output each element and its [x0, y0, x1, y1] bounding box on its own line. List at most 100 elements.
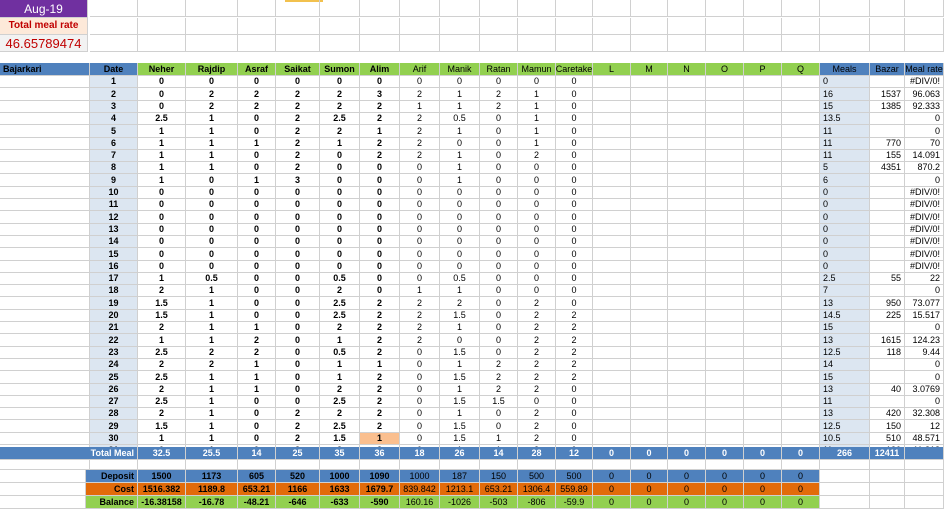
bazar-cell[interactable] — [870, 224, 905, 236]
meal-rate-cell[interactable]: 22 — [905, 273, 944, 285]
meal-count-cell[interactable] — [744, 347, 782, 359]
meal-count-cell[interactable] — [668, 384, 706, 396]
date-cell[interactable]: 15 — [90, 248, 138, 261]
cost-cell[interactable]: 0 — [668, 483, 706, 496]
total-meal-label[interactable]: Total Meal — [0, 447, 138, 460]
meal-count-cell[interactable]: 1 — [138, 150, 186, 162]
empty-cell[interactable] — [905, 0, 944, 17]
empty-cell[interactable] — [0, 496, 86, 509]
meal-count-cell[interactable]: 0 — [238, 408, 276, 420]
empty-cell[interactable] — [870, 0, 905, 17]
balance-cell[interactable]: -633 — [320, 496, 360, 509]
empty-cell[interactable] — [360, 35, 400, 52]
meal-count-cell[interactable]: 1 — [518, 101, 556, 113]
header-member[interactable]: O — [706, 63, 744, 76]
meal-count-cell[interactable]: 2 — [360, 334, 400, 347]
meal-rate-cell[interactable]: 0 — [905, 174, 944, 187]
meal-count-cell[interactable]: 2 — [238, 347, 276, 359]
meal-count-cell[interactable]: 2 — [276, 101, 320, 113]
bajarkari-cell[interactable] — [0, 384, 90, 396]
cost-cell[interactable]: 1166 — [276, 483, 320, 496]
deposit-cell[interactable]: 0 — [668, 470, 706, 483]
meal-count-cell[interactable]: 1 — [320, 371, 360, 384]
meal-count-cell[interactable]: 2 — [138, 359, 186, 371]
total-meal-cell[interactable]: 14 — [480, 447, 518, 460]
deposit-cell[interactable]: 605 — [238, 470, 276, 483]
meals-cell[interactable]: 14.5 — [820, 310, 870, 322]
empty-cell[interactable] — [668, 35, 706, 52]
meal-count-cell[interactable] — [706, 359, 744, 371]
meal-count-cell[interactable] — [668, 273, 706, 285]
meal-count-cell[interactable]: 1 — [186, 420, 238, 433]
deposit-cell[interactable]: 0 — [744, 470, 782, 483]
meal-count-cell[interactable]: 0 — [360, 187, 400, 199]
meal-count-cell[interactable] — [668, 261, 706, 273]
empty-cell[interactable] — [593, 18, 631, 35]
meal-count-cell[interactable] — [593, 408, 631, 420]
meal-count-cell[interactable] — [706, 297, 744, 310]
meal-count-cell[interactable]: 2 — [518, 310, 556, 322]
meal-rate-cell[interactable]: 70 — [905, 138, 944, 150]
meal-count-cell[interactable]: 2 — [138, 384, 186, 396]
meal-count-cell[interactable]: 2 — [518, 359, 556, 371]
meal-count-cell[interactable]: 0 — [320, 248, 360, 261]
meal-count-cell[interactable] — [744, 150, 782, 162]
meal-count-cell[interactable]: 0 — [320, 187, 360, 199]
meal-count-cell[interactable]: 1 — [440, 88, 480, 101]
empty-cell[interactable] — [400, 460, 440, 470]
meal-count-cell[interactable]: 1.5 — [138, 420, 186, 433]
meals-cell[interactable]: 12.5 — [820, 420, 870, 433]
empty-cell[interactable] — [400, 18, 440, 35]
meal-count-cell[interactable] — [668, 420, 706, 433]
meal-count-cell[interactable]: 0 — [400, 224, 440, 236]
meal-count-cell[interactable]: 2 — [480, 101, 518, 113]
meal-count-cell[interactable]: 2 — [320, 88, 360, 101]
balance-cell[interactable]: 0 — [706, 496, 744, 509]
date-cell[interactable]: 29 — [90, 420, 138, 433]
date-cell[interactable]: 18 — [90, 285, 138, 297]
header-member[interactable]: Sumon — [320, 63, 360, 76]
meal-count-cell[interactable] — [706, 236, 744, 248]
meal-count-cell[interactable] — [706, 76, 744, 88]
meal-count-cell[interactable]: 0 — [556, 408, 593, 420]
meal-count-cell[interactable]: 2 — [360, 420, 400, 433]
date-cell[interactable]: 20 — [90, 310, 138, 322]
meal-rate-cell[interactable]: 96.063 — [905, 88, 944, 101]
meal-count-cell[interactable]: 0 — [440, 334, 480, 347]
empty-cell[interactable] — [320, 460, 360, 470]
total-meal-cell[interactable]: 0 — [706, 447, 744, 460]
meal-count-cell[interactable] — [782, 310, 820, 322]
meal-count-cell[interactable]: 0 — [320, 261, 360, 273]
header-member[interactable]: L — [593, 63, 631, 76]
meal-count-cell[interactable]: 0 — [556, 199, 593, 211]
meal-count-cell[interactable] — [631, 224, 668, 236]
meal-count-cell[interactable]: 0 — [440, 76, 480, 88]
meal-count-cell[interactable]: 0 — [518, 273, 556, 285]
bazar-cell[interactable] — [870, 199, 905, 211]
date-cell[interactable]: 17 — [90, 273, 138, 285]
meal-count-cell[interactable]: 1.5 — [440, 420, 480, 433]
meals-cell[interactable]: 7 — [820, 285, 870, 297]
meal-rate-cell[interactable]: 0 — [905, 396, 944, 408]
meal-count-cell[interactable]: 1 — [400, 101, 440, 113]
bajarkari-cell[interactable] — [0, 76, 90, 88]
meal-count-cell[interactable]: 2 — [400, 297, 440, 310]
meal-count-cell[interactable]: 2 — [556, 334, 593, 347]
cost-label[interactable]: Cost — [86, 483, 138, 496]
meal-count-cell[interactable] — [782, 101, 820, 113]
meal-count-cell[interactable] — [782, 261, 820, 273]
meal-count-cell[interactable]: 0 — [138, 88, 186, 101]
meal-rate-cell[interactable]: #DIV/0! — [905, 248, 944, 261]
meal-count-cell[interactable]: 2 — [276, 113, 320, 125]
meal-count-cell[interactable] — [744, 76, 782, 88]
bajarkari-cell[interactable] — [0, 408, 90, 420]
meal-count-cell[interactable]: 0 — [480, 322, 518, 334]
balance-label[interactable]: Balance — [86, 496, 138, 509]
meal-rate-cell[interactable]: 32.308 — [905, 408, 944, 420]
meal-count-cell[interactable]: 0 — [276, 187, 320, 199]
balance-cell[interactable]: 0 — [782, 496, 820, 509]
meals-cell[interactable]: 0 — [820, 236, 870, 248]
deposit-cell[interactable]: 500 — [556, 470, 593, 483]
bajarkari-cell[interactable] — [0, 138, 90, 150]
empty-cell[interactable] — [820, 483, 870, 496]
